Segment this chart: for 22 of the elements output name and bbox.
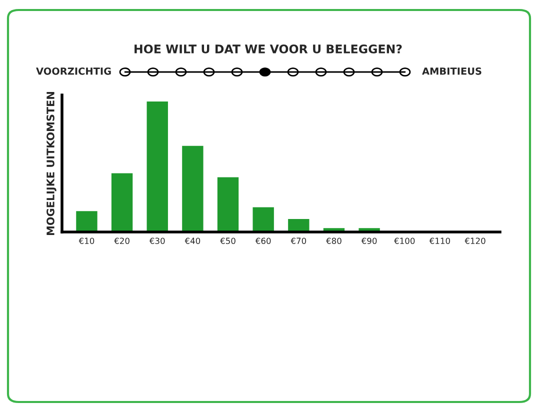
bar <box>217 177 239 232</box>
x-tick-label: €90 <box>361 238 377 244</box>
x-tick-label: €10 <box>78 238 94 244</box>
bar <box>182 146 204 232</box>
bar <box>76 211 98 232</box>
x-tick-label: €50 <box>220 238 236 244</box>
y-axis-title: MOGELIJKE UITKOMSTEN <box>46 92 56 235</box>
chart-title: HOE WILT U DAT WE VOOR U BELEGGEN? <box>134 44 402 54</box>
bar <box>146 102 168 232</box>
x-tick-label: €120 <box>464 238 486 244</box>
bar <box>111 173 133 232</box>
x-tick-label: €100 <box>394 238 415 244</box>
bar <box>252 207 274 232</box>
x-tick-label: €110 <box>429 238 450 244</box>
x-tick-label: €60 <box>255 238 271 244</box>
x-tick-label: €80 <box>326 238 342 244</box>
text: VOORZICHTIG <box>36 67 111 75</box>
x-tick-label: €30 <box>149 238 165 244</box>
x-tick-label: €20 <box>114 238 130 244</box>
x-tick-label: €40 <box>184 238 200 244</box>
x-tick-label: €70 <box>290 238 306 244</box>
text: AMBITIEUS <box>422 67 482 75</box>
